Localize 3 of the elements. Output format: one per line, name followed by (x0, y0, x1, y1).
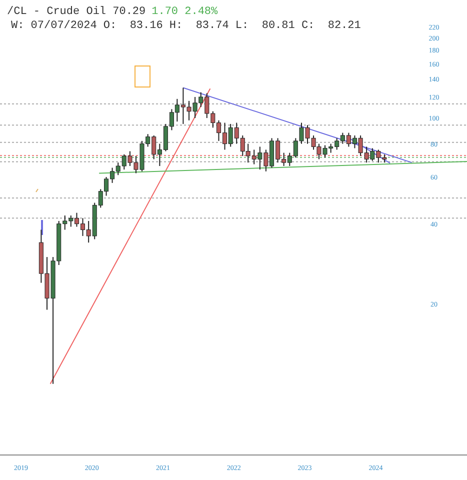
chart-title: /CL - Crude Oil 70.29 (7, 6, 146, 18)
text: 1.70 2.48% (152, 6, 218, 18)
chart-subtitle: W: 07/07/2024 O: 83.16 H: 83.74 L: 80.81 C: 82.21 (11, 20, 362, 32)
